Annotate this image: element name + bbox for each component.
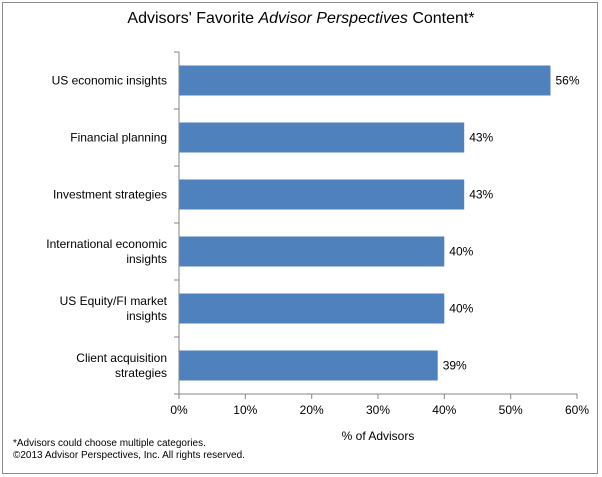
bar-3 — [179, 179, 465, 210]
bar-chart: 56% US economic insights 43% Financial plan… — [46, 51, 589, 440]
category-label-4: International economic insights — [46, 237, 167, 266]
chart-title-italic: Advisor Perspectives — [258, 10, 408, 27]
chart-title-suffix: Content* — [407, 10, 475, 27]
bar-4 — [179, 236, 445, 267]
x-tick-label-0: 0% — [170, 403, 188, 417]
category-label-line: International economic — [46, 237, 167, 251]
bar-6 — [179, 350, 438, 381]
data-label-1: 56% — [556, 74, 580, 88]
category-label-6: Client acquisition strategies — [76, 351, 167, 380]
x-tick-label-40: 40% — [432, 403, 456, 417]
category-label-line: Financial planning — [70, 131, 167, 145]
category-label-2: Financial planning — [70, 131, 167, 145]
bar-1 — [179, 65, 551, 96]
category-label-line: US economic insights — [52, 74, 167, 88]
data-label-4: 40% — [449, 245, 473, 259]
category-label-line: insights — [126, 309, 167, 323]
data-label-2: 43% — [469, 131, 493, 145]
bar-5 — [179, 293, 445, 324]
category-label-1: US economic insights — [52, 74, 167, 88]
x-tick-label-50: 50% — [499, 403, 523, 417]
data-label-6: 39% — [443, 359, 467, 373]
chart-title-prefix: Advisors' Favorite — [127, 10, 259, 27]
x-tick-label-20: 20% — [300, 403, 324, 417]
category-label-line: Investment strategies — [53, 188, 167, 202]
category-label-3: Investment strategies — [53, 188, 167, 202]
footnote: *Advisors could choose multiple categori… — [13, 438, 206, 449]
data-label-3: 43% — [469, 188, 493, 202]
bar-2 — [179, 122, 465, 153]
category-label-line: strategies — [115, 366, 167, 380]
x-axis-title: % of Advisors — [342, 429, 415, 440]
category-label-line: Client acquisition — [76, 351, 167, 365]
x-tick-label-30: 30% — [366, 403, 390, 417]
chart-footer: *Advisors could choose multiple categori… — [13, 438, 245, 462]
x-tick-label-60: 60% — [565, 403, 589, 417]
x-tick-label-10: 10% — [233, 403, 257, 417]
category-label-line: insights — [126, 252, 167, 266]
category-label-line: US Equity/FI market — [60, 294, 168, 308]
chart-title: Advisors' Favorite Advisor Perspectives … — [0, 10, 602, 28]
data-label-5: 40% — [449, 302, 473, 316]
copyright: ©2013 Advisor Perspectives, Inc. All rig… — [13, 450, 245, 461]
category-label-5: US Equity/FI market insights — [60, 294, 168, 323]
